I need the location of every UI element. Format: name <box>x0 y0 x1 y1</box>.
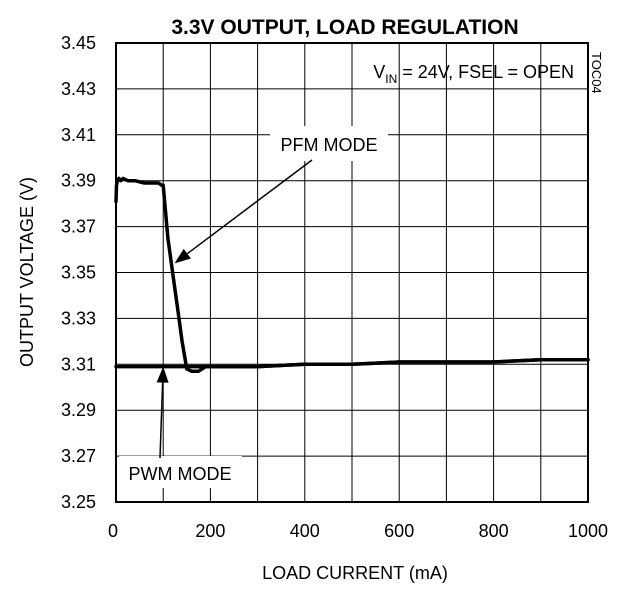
x-tick-label: 800 <box>479 521 509 541</box>
annotation-arrow-shaft <box>159 382 164 459</box>
annotation-label: PWM MODE <box>129 464 232 484</box>
y-tick-label: 3.37 <box>61 217 96 237</box>
annotation-background <box>119 456 242 488</box>
series-line-pwm-mode <box>114 357 590 369</box>
annotations: PFM MODE PWM MODE <box>119 126 388 488</box>
y-tick-label: 3.39 <box>61 171 96 191</box>
y-tick-label: 3.35 <box>61 263 96 283</box>
x-tick-label: 0 <box>108 521 118 541</box>
x-tick-label: 200 <box>195 521 225 541</box>
y-tick-label: 3.29 <box>61 400 96 420</box>
annotation-pwm-mode: PWM MODE <box>119 366 242 488</box>
figure-id: TOC04 <box>589 52 604 94</box>
y-axis-label: OUTPUT VOLTAGE (V) <box>17 177 37 367</box>
y-tick-label: 3.27 <box>61 446 96 466</box>
plot-frame <box>115 42 589 503</box>
y-tick-label: 3.33 <box>61 308 96 328</box>
y-tick-label: 3.43 <box>61 79 96 99</box>
x-tick-labels: 0 200 400 600 800 1000 <box>108 521 608 541</box>
x-tick-label: 400 <box>290 521 320 541</box>
x-tick-label: 1000 <box>568 521 608 541</box>
x-tick-label: 600 <box>384 521 414 541</box>
condition-label: VIN = 24V, FSEL = OPEN <box>373 62 574 86</box>
annotation-arrow-head <box>174 248 191 264</box>
y-tick-label: 3.25 <box>61 492 96 512</box>
y-tick-label: 3.41 <box>61 125 96 145</box>
annotation-background <box>270 126 388 161</box>
annotation-arrow-head <box>156 366 169 383</box>
annotation-arrow-shaft <box>186 159 313 255</box>
x-axis-label: LOAD CURRENT (mA) <box>262 563 448 583</box>
series-lines <box>114 176 590 373</box>
grid <box>116 43 588 502</box>
y-tick-label: 3.31 <box>61 354 96 374</box>
chart-title: 3.3V OUTPUT, LOAD REGULATION <box>171 16 518 39</box>
annotation-pfm-mode: PFM MODE <box>174 126 388 264</box>
annotation-label: PFM MODE <box>281 135 378 155</box>
y-tick-label: 3.45 <box>61 33 96 53</box>
y-tick-labels: 3.45 3.43 3.41 3.39 3.37 3.35 3.33 3.31 3.29 3.27… <box>61 33 96 512</box>
